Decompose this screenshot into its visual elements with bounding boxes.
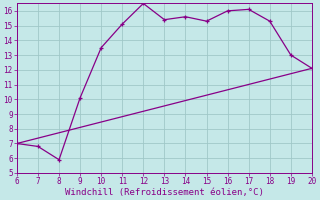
X-axis label: Windchill (Refroidissement éolien,°C): Windchill (Refroidissement éolien,°C) xyxy=(65,188,264,197)
